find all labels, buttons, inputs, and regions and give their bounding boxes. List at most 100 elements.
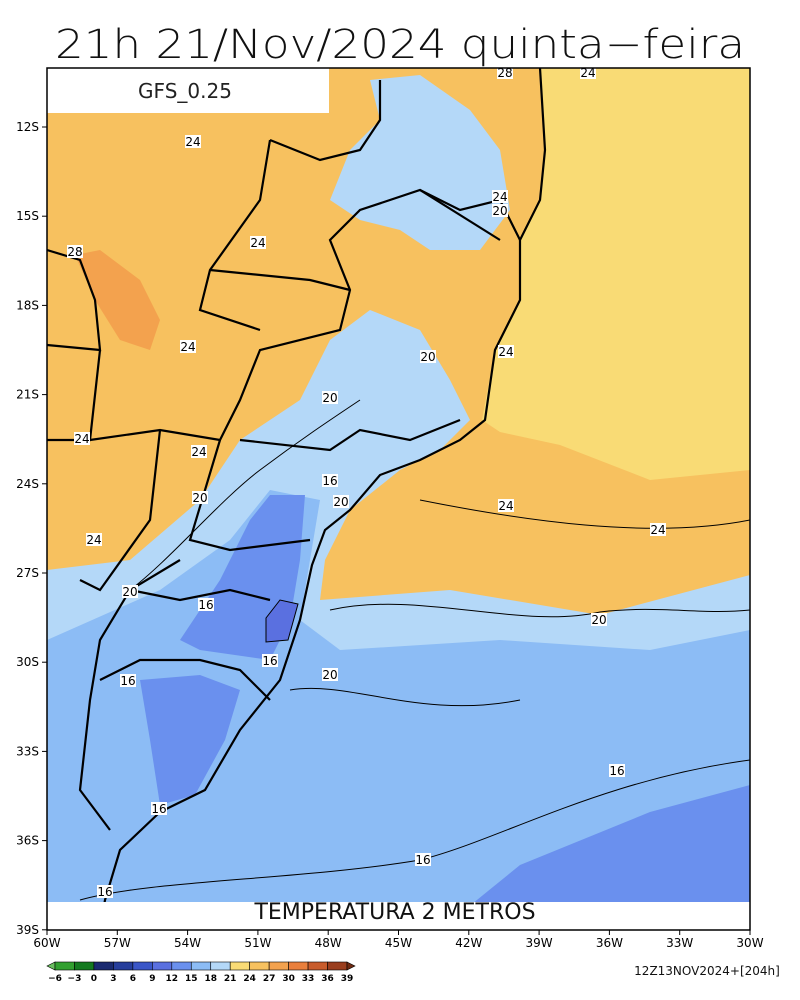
cold-area [440, 785, 750, 930]
contour-label-group: 20 [420, 350, 436, 364]
colorbar-swatch [113, 961, 134, 971]
contour-label-group: 16 [415, 853, 431, 867]
contour-label-bg [415, 853, 431, 866]
contour-label-group: 24 [185, 135, 201, 149]
lat-label: 36S [16, 834, 39, 848]
contour-label: 20 [420, 350, 435, 364]
lat-label: 27S [16, 566, 39, 580]
colorbar-swatch [249, 961, 270, 971]
colorbar-label: 3 [110, 974, 116, 984]
contour-label: 20 [333, 495, 348, 509]
contour-label-bg [420, 350, 436, 363]
lat-label: 18S [16, 298, 39, 312]
lat-label: 12S [16, 120, 39, 134]
colorbar-label: 0 [91, 974, 97, 984]
lon-label: 54W [174, 936, 201, 950]
contour-label: 16 [322, 474, 337, 488]
run-label: 12Z13NOV2024+[204h] [634, 964, 780, 978]
contour-label-bg [322, 668, 338, 681]
contour-label-bg [151, 802, 167, 815]
contour-label-bg [185, 135, 201, 148]
contour-label-bg [322, 474, 338, 487]
contour-label-bg [122, 585, 138, 598]
contour-label-bg [191, 445, 207, 458]
colorbar-swatch [132, 961, 153, 971]
contour-label-group: 20 [492, 204, 508, 218]
colorbar-swatch [152, 961, 173, 971]
contour-label-group: 20 [322, 668, 338, 682]
contour-label-bg [262, 654, 278, 667]
lon-label: 33W [666, 936, 693, 950]
colorbar-label: 27 [263, 974, 276, 984]
contour-label: 16 [262, 654, 277, 668]
contour-label: 24 [498, 499, 513, 513]
coldest-area [265, 599, 299, 643]
colorbar-label: −3 [68, 974, 82, 984]
contour-label-group: 20 [333, 495, 349, 509]
colorbar-swatch [268, 961, 289, 971]
contour-label-group: 16 [120, 674, 136, 688]
lon-label: 36W [596, 936, 623, 950]
colorbar-swatch [74, 961, 95, 971]
contour-label-group: 28 [67, 245, 83, 259]
contour-label-bg [497, 68, 513, 79]
lat-label: 30S [16, 655, 39, 669]
colorbar-end [346, 961, 356, 971]
colorbar-swatch [190, 961, 212, 971]
contour-label-bg [609, 764, 625, 777]
contour-label-bg [591, 613, 607, 626]
caption: TEMPERATURA 2 METROS [253, 900, 535, 925]
colorbar-label: 33 [302, 974, 315, 984]
contour-label-bg [492, 190, 508, 203]
contour-label: 28 [497, 66, 512, 80]
cool-area [330, 75, 510, 250]
contour-label-group: 24 [74, 432, 90, 446]
cold-area [140, 675, 240, 805]
contour-label: 16 [97, 885, 112, 899]
contour-label: 16 [151, 802, 166, 816]
contour-label-bg [322, 391, 338, 404]
contour-label-group: 24 [498, 499, 514, 513]
contour-label: 24 [650, 523, 665, 537]
contour-label-group: 16 [262, 654, 278, 668]
contour-label-group: 24 [498, 345, 514, 359]
colorbar-swatch [288, 961, 309, 971]
lon-label: 51W [244, 936, 271, 950]
colorbar-label: 30 [282, 974, 295, 984]
hot-area [75, 250, 160, 350]
contour-label: 24 [580, 66, 595, 80]
contour-label-group: 16 [97, 885, 113, 899]
lat-label: 21S [16, 388, 39, 402]
colorbar-label: 12 [166, 974, 179, 984]
contour-label-bg [120, 674, 136, 687]
contour-label-group: 24 [250, 236, 266, 250]
colorbar-swatch [307, 961, 328, 971]
lon-label: 60W [33, 936, 60, 950]
contour-label-bg [198, 598, 214, 611]
contour-label-bg [180, 340, 196, 353]
contour-label-group: 24 [86, 533, 102, 547]
lat-label: 39S [16, 923, 39, 937]
colorbar-label: 9 [149, 974, 155, 984]
colorbar-swatch [171, 961, 192, 971]
contour-label: 24 [492, 190, 507, 204]
title: 21h 21/Nov/2024 quinta−feira [55, 22, 745, 68]
contour-label: 16 [198, 598, 213, 612]
contour-label: 24 [180, 340, 195, 354]
contour-label: 24 [74, 432, 89, 446]
colorbar-label: 21 [224, 974, 237, 984]
lon-label: 57W [104, 936, 131, 950]
colorbar-label: 39 [341, 974, 354, 984]
lat-label: 33S [16, 744, 39, 758]
caption-box [47, 902, 750, 930]
colorbar-label: 15 [185, 974, 198, 984]
contour-label-bg [250, 236, 266, 249]
model-box [47, 68, 329, 113]
lat-label: 24S [16, 477, 39, 491]
contour-label-bg [650, 523, 666, 536]
colorbar-swatch [210, 961, 231, 971]
contour-label-group: 24 [191, 445, 207, 459]
contour-label: 20 [122, 585, 137, 599]
